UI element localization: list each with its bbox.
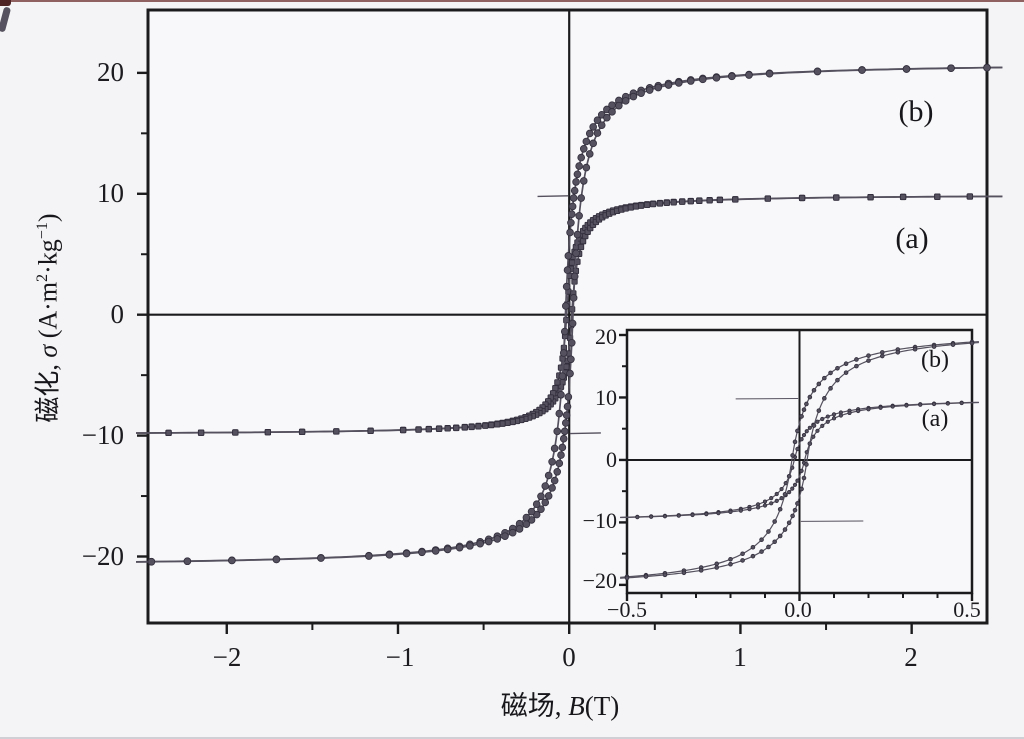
inset-y-tick-label: −20 <box>582 568 617 593</box>
watermark-speck <box>0 0 11 6</box>
y-tick-label: 10 <box>97 178 124 208</box>
x-tick-label: −1 <box>385 642 415 672</box>
series-a-label: (a) <box>895 222 929 255</box>
y-axis-title: 磁化, σ (A·m2·kg−1) <box>28 213 65 422</box>
x-axis-title: 磁场, B(T) <box>0 684 1024 723</box>
y-axis-title-close: ) <box>33 213 63 223</box>
inset-series-a-label: (a) <box>921 406 949 432</box>
y-axis-title-unit1: (A·m <box>33 281 63 345</box>
x-axis-title-var: B <box>568 691 585 721</box>
x-tick-label: 2 <box>904 642 918 672</box>
x-axis-title-unit: (T) <box>584 691 620 721</box>
x-tick-label: −2 <box>212 642 242 672</box>
y-axis-title-text: 磁化, <box>33 357 63 423</box>
y-axis-title-sup2: −1 <box>33 222 51 240</box>
y-axis-title-var: σ <box>33 344 63 358</box>
inset-y-tick-label: 0 <box>606 447 617 472</box>
inset-y-tick-label: 10 <box>595 385 617 410</box>
page-bottom-border <box>0 737 1024 739</box>
inset-x-tick-label: 0.5 <box>953 597 981 622</box>
page-top-border <box>0 0 1024 2</box>
inset-y-tick-label: 20 <box>595 324 617 349</box>
x-axis-title-text: 磁场, <box>500 691 569 721</box>
y-tick-label: 20 <box>97 57 124 87</box>
y-tick-label: −10 <box>81 420 124 450</box>
y-tick-label: 0 <box>110 299 125 329</box>
inset-x-tick-label: 0.0 <box>784 597 812 622</box>
inset-x-tick-label: −0.5 <box>607 597 647 622</box>
y-tick-label: −20 <box>81 541 124 571</box>
y-axis-title-unit2: ·kg <box>33 239 63 274</box>
x-tick-label: 0 <box>562 642 576 672</box>
x-tick-label: 1 <box>733 642 747 672</box>
inset-series-b-label: (b) <box>921 347 949 373</box>
y-axis-title-sup1: 2 <box>33 273 51 282</box>
inset-y-tick-label: −10 <box>582 508 617 533</box>
series-b-label: (b) <box>898 95 934 128</box>
